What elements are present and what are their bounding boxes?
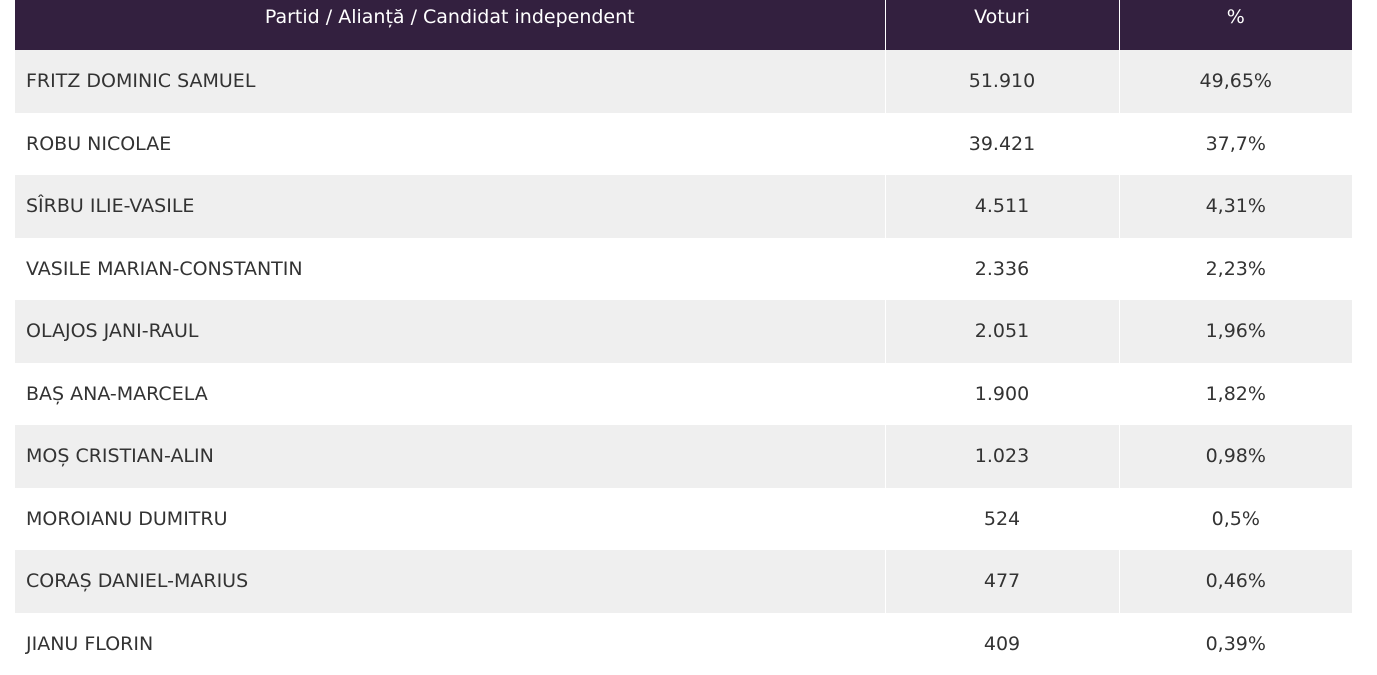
vote-percent: 0,46% bbox=[1119, 550, 1352, 613]
results-table-container: Partid / Alianță / Candidat independent … bbox=[15, 0, 1352, 675]
table-body: FRITZ DOMINIC SAMUEL 51.910 49,65% ROBU … bbox=[15, 50, 1352, 675]
vote-count: 1.900 bbox=[885, 363, 1119, 426]
candidate-name: JIANU FLORIN bbox=[15, 613, 885, 675]
candidate-name: BAȘ ANA-MARCELA bbox=[15, 363, 885, 426]
header-name: Partid / Alianță / Candidat independent bbox=[15, 0, 885, 50]
vote-percent: 0,98% bbox=[1119, 425, 1352, 488]
vote-percent: 0,39% bbox=[1119, 613, 1352, 675]
table-row: FRITZ DOMINIC SAMUEL 51.910 49,65% bbox=[15, 50, 1352, 113]
header-row: Partid / Alianță / Candidat independent … bbox=[15, 0, 1352, 50]
vote-percent: 4,31% bbox=[1119, 175, 1352, 238]
candidate-name: MOROIANU DUMITRU bbox=[15, 488, 885, 551]
table-row: ROBU NICOLAE 39.421 37,7% bbox=[15, 113, 1352, 176]
vote-percent: 2,23% bbox=[1119, 238, 1352, 301]
vote-count: 524 bbox=[885, 488, 1119, 551]
vote-count: 2.336 bbox=[885, 238, 1119, 301]
candidate-name: ROBU NICOLAE bbox=[15, 113, 885, 176]
candidate-name: FRITZ DOMINIC SAMUEL bbox=[15, 50, 885, 113]
vote-count: 2.051 bbox=[885, 300, 1119, 363]
vote-percent: 49,65% bbox=[1119, 50, 1352, 113]
candidate-name: MOȘ CRISTIAN-ALIN bbox=[15, 425, 885, 488]
candidate-name: OLAJOS JANI-RAUL bbox=[15, 300, 885, 363]
vote-count: 1.023 bbox=[885, 425, 1119, 488]
table-row: OLAJOS JANI-RAUL 2.051 1,96% bbox=[15, 300, 1352, 363]
candidate-name: CORAȘ DANIEL-MARIUS bbox=[15, 550, 885, 613]
table-row: JIANU FLORIN 409 0,39% bbox=[15, 613, 1352, 675]
vote-count: 39.421 bbox=[885, 113, 1119, 176]
vote-percent: 0,5% bbox=[1119, 488, 1352, 551]
table-row: VASILE MARIAN-CONSTANTIN 2.336 2,23% bbox=[15, 238, 1352, 301]
vote-percent: 37,7% bbox=[1119, 113, 1352, 176]
table-row: SÎRBU ILIE-VASILE 4.511 4,31% bbox=[15, 175, 1352, 238]
table-row: MOROIANU DUMITRU 524 0,5% bbox=[15, 488, 1352, 551]
header-percent: % bbox=[1119, 0, 1352, 50]
results-table: Partid / Alianță / Candidat independent … bbox=[15, 0, 1352, 675]
table-row: MOȘ CRISTIAN-ALIN 1.023 0,98% bbox=[15, 425, 1352, 488]
table-row: CORAȘ DANIEL-MARIUS 477 0,46% bbox=[15, 550, 1352, 613]
table-row: BAȘ ANA-MARCELA 1.900 1,82% bbox=[15, 363, 1352, 426]
vote-percent: 1,96% bbox=[1119, 300, 1352, 363]
header-votes: Voturi bbox=[885, 0, 1119, 50]
vote-count: 477 bbox=[885, 550, 1119, 613]
candidate-name: SÎRBU ILIE-VASILE bbox=[15, 175, 885, 238]
vote-count: 51.910 bbox=[885, 50, 1119, 113]
vote-percent: 1,82% bbox=[1119, 363, 1352, 426]
vote-count: 409 bbox=[885, 613, 1119, 675]
candidate-name: VASILE MARIAN-CONSTANTIN bbox=[15, 238, 885, 301]
table-header: Partid / Alianță / Candidat independent … bbox=[15, 0, 1352, 50]
vote-count: 4.511 bbox=[885, 175, 1119, 238]
